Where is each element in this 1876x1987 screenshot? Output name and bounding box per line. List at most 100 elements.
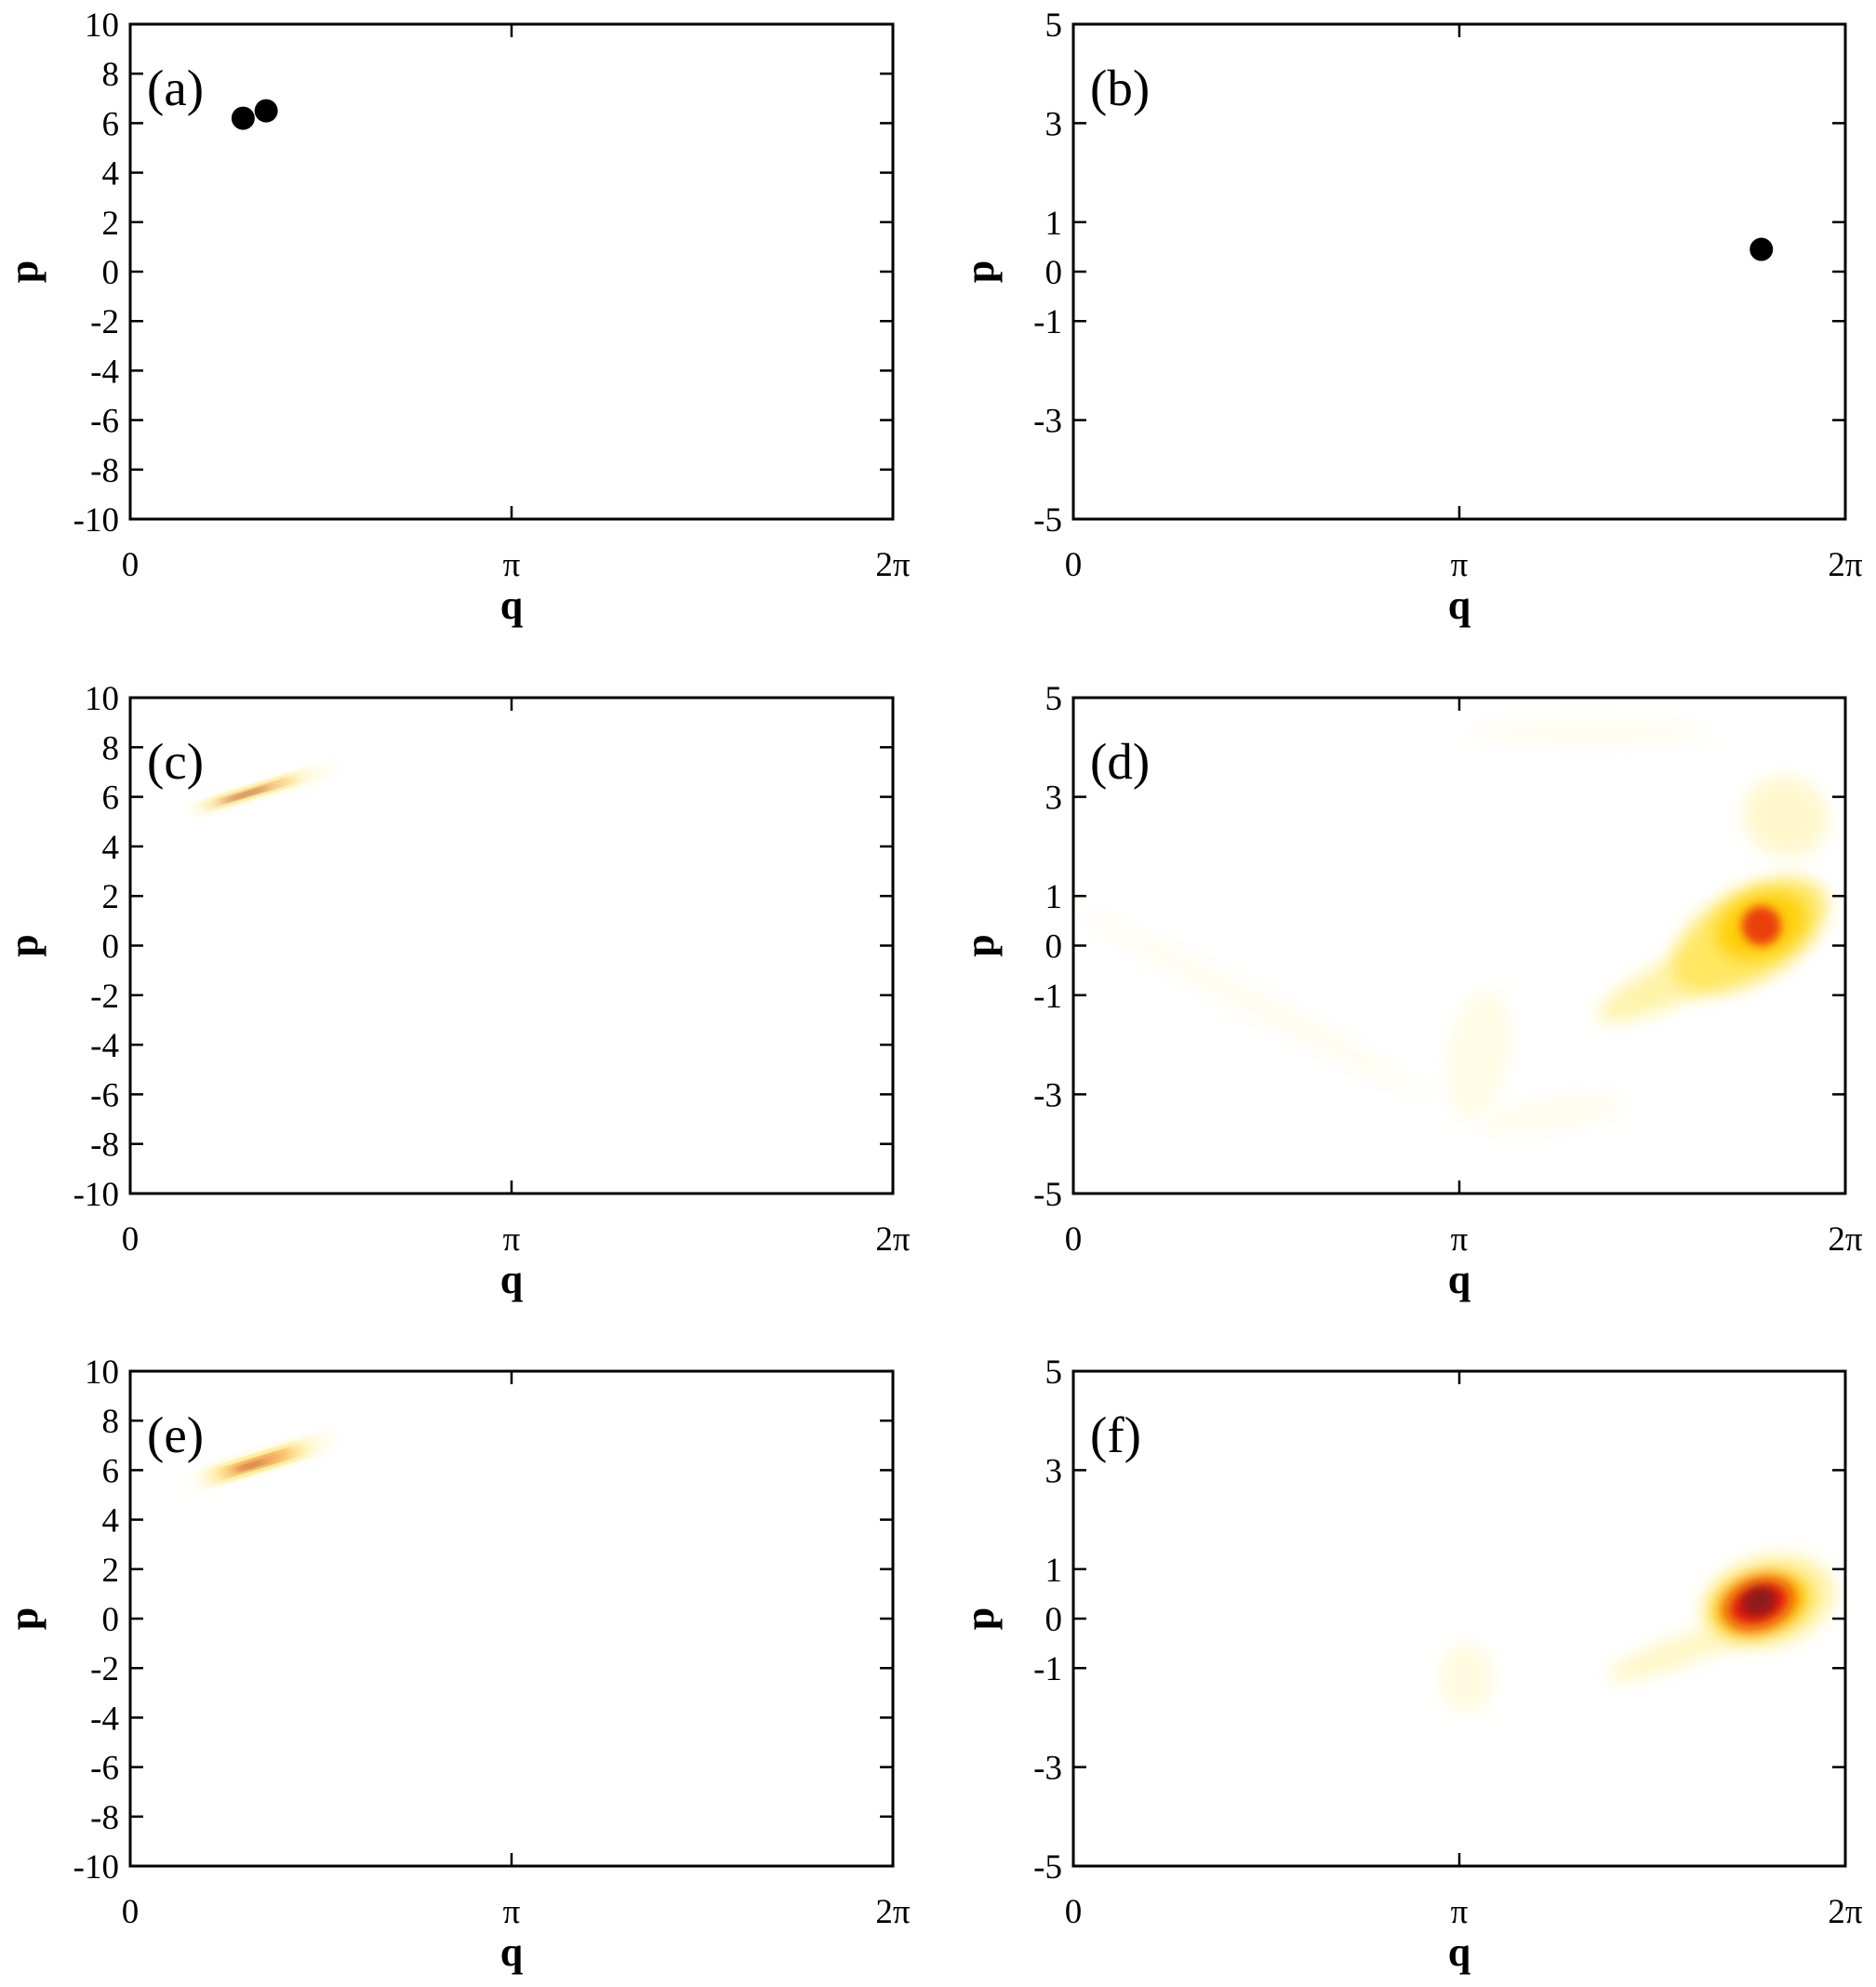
y-tick-label: 0 — [102, 254, 120, 292]
y-tick-label: 3 — [1045, 105, 1063, 143]
x-axis-label: q — [500, 1257, 524, 1302]
y-tick-label: 0 — [102, 928, 120, 967]
y-tick-label: -4 — [90, 1027, 119, 1065]
y-tick-label: -4 — [90, 1700, 119, 1738]
y-axis-label: p — [1, 1607, 47, 1630]
data-point — [1750, 237, 1774, 261]
x-axis-label: q — [500, 1929, 524, 1975]
density-blob — [1743, 776, 1829, 857]
x-tick-label: 0 — [1065, 1893, 1083, 1931]
y-tick-label: -5 — [1033, 1848, 1062, 1887]
y-axis-label: p — [957, 1607, 1003, 1630]
density-blob — [1741, 905, 1781, 946]
y-tick-label: -1 — [1033, 303, 1062, 341]
y-tick-label: 5 — [1045, 680, 1063, 718]
y-tick-label: 0 — [1045, 1601, 1063, 1639]
y-tick-label: -10 — [73, 1848, 119, 1887]
y-axis-label: p — [1, 934, 47, 956]
panel-label: (c) — [147, 733, 204, 790]
y-tick-label: 10 — [85, 680, 119, 718]
y-tick-label: 8 — [102, 56, 120, 94]
density-blob — [1446, 991, 1511, 1119]
density-blob — [1741, 1587, 1776, 1616]
y-tick-label: 4 — [102, 1502, 120, 1540]
y-tick-label: -8 — [90, 1127, 119, 1165]
y-tick-label: 6 — [102, 1452, 120, 1490]
panel-label: (d) — [1090, 733, 1150, 790]
y-tick-label: -6 — [90, 1076, 119, 1114]
y-tick-label: -3 — [1033, 403, 1062, 441]
x-tick-label: 0 — [1065, 546, 1083, 584]
y-tick-label: 3 — [1045, 1452, 1063, 1490]
y-tick-label: 2 — [102, 878, 120, 916]
y-tick-label: 3 — [1045, 780, 1063, 818]
x-axis-label: q — [1448, 582, 1471, 628]
x-tick-label: 2π — [1828, 546, 1863, 584]
y-tick-label: -6 — [90, 1750, 119, 1788]
y-tick-label: 1 — [1045, 878, 1063, 916]
density-blob — [1466, 717, 1712, 748]
y-tick-label: 6 — [102, 105, 120, 143]
y-tick-label: -1 — [1033, 1650, 1062, 1688]
y-axis-label: p — [1, 260, 47, 283]
y-axis-label: p — [957, 934, 1003, 956]
y-tick-label: -2 — [90, 1650, 119, 1688]
y-tick-label: 2 — [102, 1552, 120, 1590]
y-tick-label: 4 — [102, 829, 120, 867]
y-tick-label: -3 — [1033, 1750, 1062, 1788]
x-axis-label: q — [500, 582, 524, 628]
y-tick-label: 5 — [1045, 7, 1063, 45]
data-point — [231, 106, 255, 130]
plot-frame — [128, 696, 895, 1195]
x-tick-label: 0 — [122, 1893, 140, 1931]
panel-label: (a) — [147, 60, 204, 116]
y-tick-label: 0 — [1045, 928, 1063, 967]
x-tick-label: 2π — [875, 1220, 911, 1259]
density-layer — [1084, 717, 1829, 1136]
x-tick-label: 0 — [122, 546, 140, 584]
y-tick-label: -10 — [73, 501, 119, 540]
y-tick-label: 4 — [102, 155, 120, 193]
y-tick-label: 5 — [1045, 1354, 1063, 1392]
y-tick-label: -8 — [90, 452, 119, 490]
density-layer — [1439, 1554, 1834, 1714]
density-blob — [1439, 1643, 1494, 1714]
x-tick-label: 2π — [875, 1893, 911, 1931]
panel-label: (b) — [1090, 60, 1150, 116]
x-axis-label: q — [1448, 1929, 1471, 1975]
density-blob — [235, 1460, 268, 1471]
y-tick-label: -2 — [90, 978, 119, 1016]
x-tick-label: π — [1451, 546, 1469, 584]
x-tick-label: 0 — [1065, 1220, 1083, 1259]
y-tick-label: -4 — [90, 353, 119, 391]
x-tick-label: 0 — [122, 1220, 140, 1259]
x-tick-label: 2π — [1828, 1893, 1863, 1931]
x-tick-label: π — [1451, 1220, 1469, 1259]
y-tick-label: 2 — [102, 205, 120, 243]
x-tick-label: π — [1451, 1893, 1469, 1931]
y-tick-label: 10 — [85, 1354, 119, 1392]
plot-frame — [128, 1369, 895, 1868]
density-layer — [192, 767, 336, 812]
density-blob — [1480, 1092, 1626, 1136]
x-tick-label: π — [503, 1893, 521, 1931]
y-axis-label: p — [957, 260, 1003, 283]
density-blob — [222, 787, 269, 802]
y-tick-label: 10 — [85, 7, 119, 45]
data-point — [254, 99, 278, 123]
y-tick-label: 1 — [1045, 1552, 1063, 1590]
y-tick-label: 8 — [102, 1403, 120, 1441]
x-tick-label: π — [503, 1220, 521, 1259]
y-tick-label: -2 — [90, 303, 119, 341]
density-blob — [1084, 912, 1431, 1099]
y-tick-label: -3 — [1033, 1076, 1062, 1114]
plot-frame — [1071, 22, 1847, 521]
y-tick-label: 6 — [102, 780, 120, 818]
y-tick-label: -10 — [73, 1176, 119, 1214]
